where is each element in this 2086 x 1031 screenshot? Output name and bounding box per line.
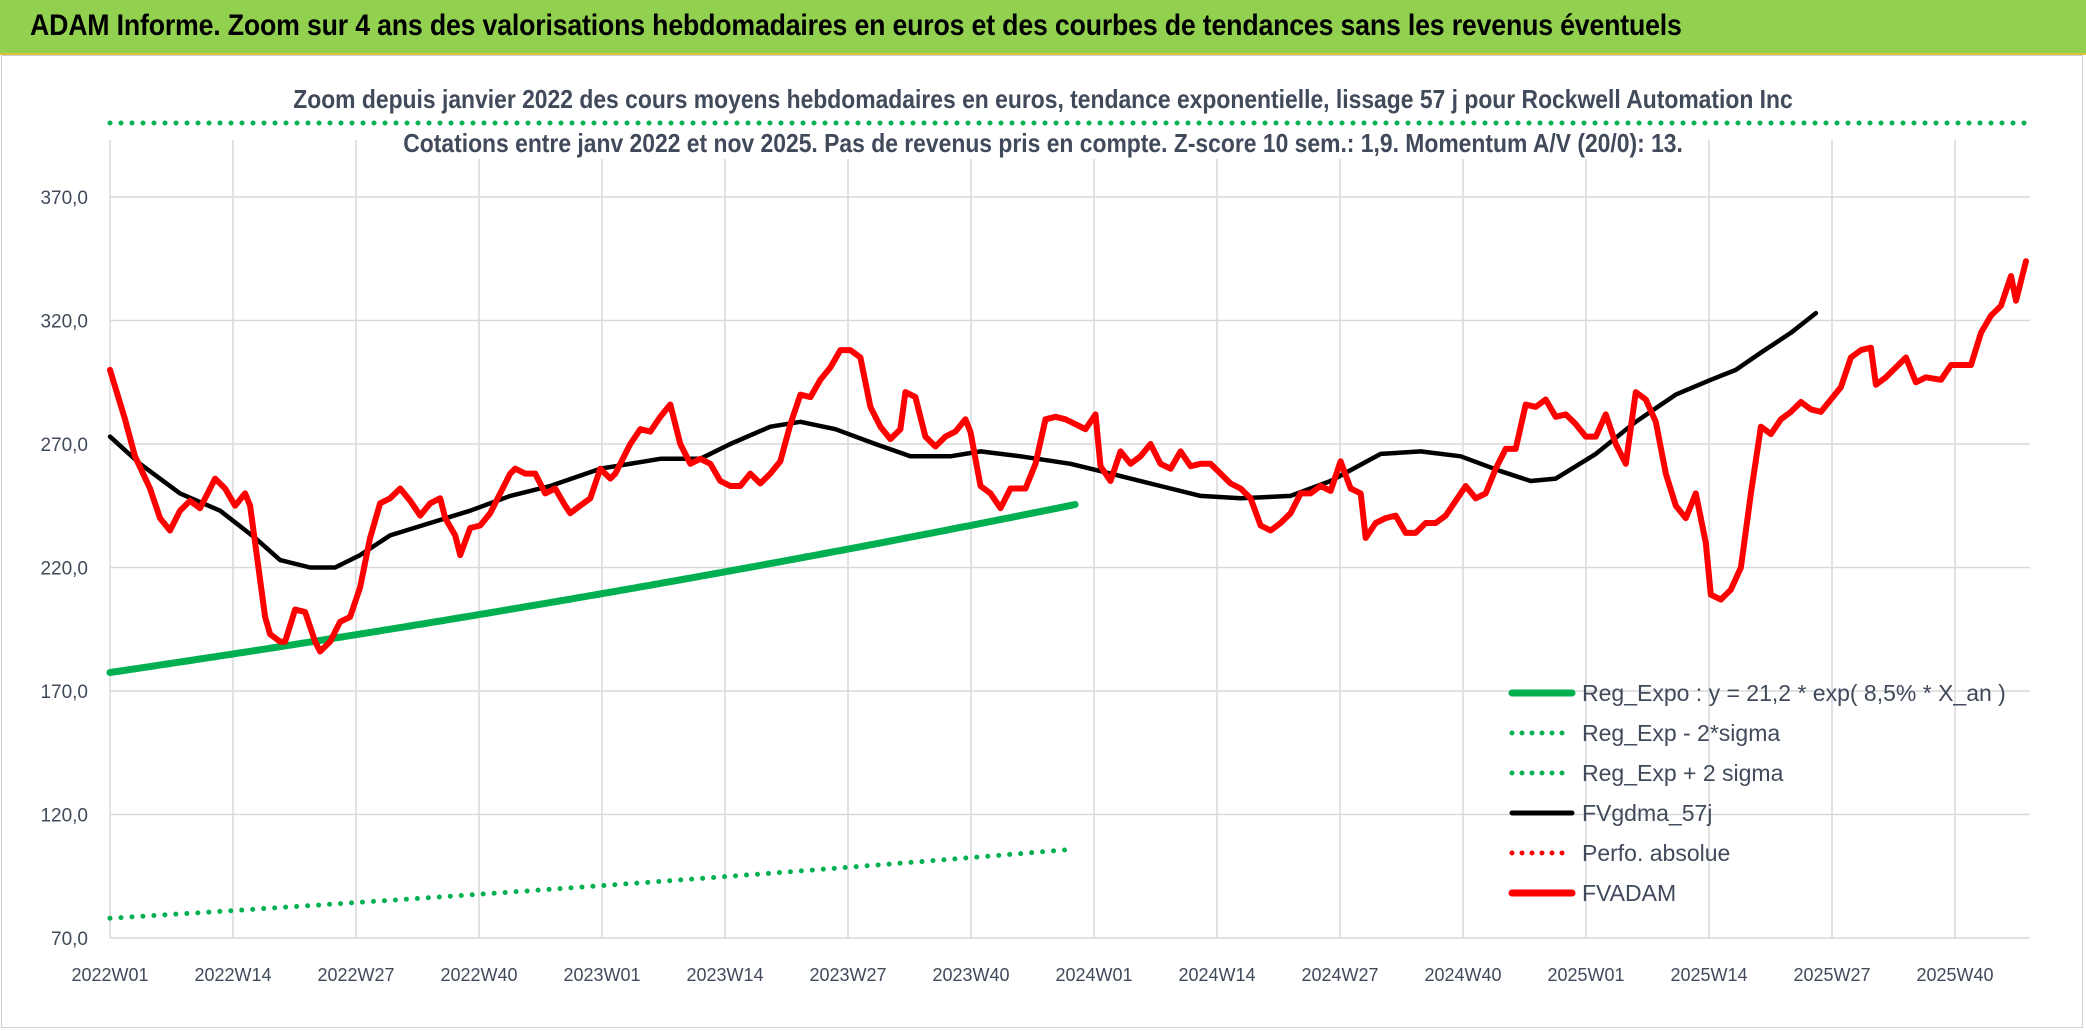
legend-label: FVADAM bbox=[1582, 880, 1676, 906]
legend-label: Perfo. absolue bbox=[1582, 840, 1730, 866]
y-tick-label: 320,0 bbox=[40, 312, 88, 333]
x-tick-label: 2024W01 bbox=[1055, 965, 1132, 985]
header-bar: ADAM Informe. Zoom sur 4 ans des valoris… bbox=[0, 0, 2086, 55]
x-tick-label: 2024W14 bbox=[1178, 965, 1255, 985]
legend-label: FVgdma_57j bbox=[1582, 800, 1712, 826]
x-tick-label: 2023W14 bbox=[686, 965, 763, 985]
series-line-3 bbox=[107, 310, 1819, 570]
x-tick-label: 2023W01 bbox=[563, 965, 640, 985]
x-tick-label: 2022W27 bbox=[317, 965, 394, 985]
x-tick-label: 2022W40 bbox=[440, 965, 517, 985]
series-line-0 bbox=[106, 501, 1079, 676]
x-tick-label: 2025W14 bbox=[1670, 965, 1747, 985]
legend-label: Reg_Expo : y = 21,2 * exp( 8,5% * X_an ) bbox=[1582, 680, 2006, 706]
legend-label: Reg_Exp + 2 sigma bbox=[1582, 760, 1784, 786]
x-tick-label: 2024W40 bbox=[1424, 965, 1501, 985]
y-tick-label: 220,0 bbox=[40, 559, 88, 580]
chart-title: Zoom depuis janvier 2022 des cours moyen… bbox=[287, 84, 1799, 115]
x-tick-label: 2022W14 bbox=[194, 965, 271, 985]
chart-frame bbox=[1, 55, 2083, 1028]
x-tick-label: 2025W40 bbox=[1916, 965, 1993, 985]
y-tick-label: 170,0 bbox=[40, 682, 88, 703]
x-tick-label: 2023W27 bbox=[809, 965, 886, 985]
y-tick-label: 370,0 bbox=[40, 188, 88, 209]
chart-subtitle: Cotations entre janv 2022 et nov 2025. P… bbox=[397, 128, 1689, 159]
series-line-5 bbox=[107, 258, 2029, 655]
y-tick-label: 270,0 bbox=[40, 435, 88, 456]
x-tick-label: 2023W40 bbox=[932, 965, 1009, 985]
legend-label: Reg_Exp - 2*sigma bbox=[1582, 720, 1780, 746]
y-tick-label: 120,0 bbox=[40, 806, 88, 827]
series-line-1 bbox=[107, 846, 1078, 921]
report-title: ADAM Informe. Zoom sur 4 ans des valoris… bbox=[30, 9, 1682, 42]
x-tick-label: 2024W27 bbox=[1301, 965, 1378, 985]
x-tick-label: 2025W01 bbox=[1547, 965, 1624, 985]
y-tick-label: 70,0 bbox=[51, 929, 88, 950]
x-tick-label: 2025W27 bbox=[1793, 965, 1870, 985]
x-tick-label: 2022W01 bbox=[71, 965, 148, 985]
